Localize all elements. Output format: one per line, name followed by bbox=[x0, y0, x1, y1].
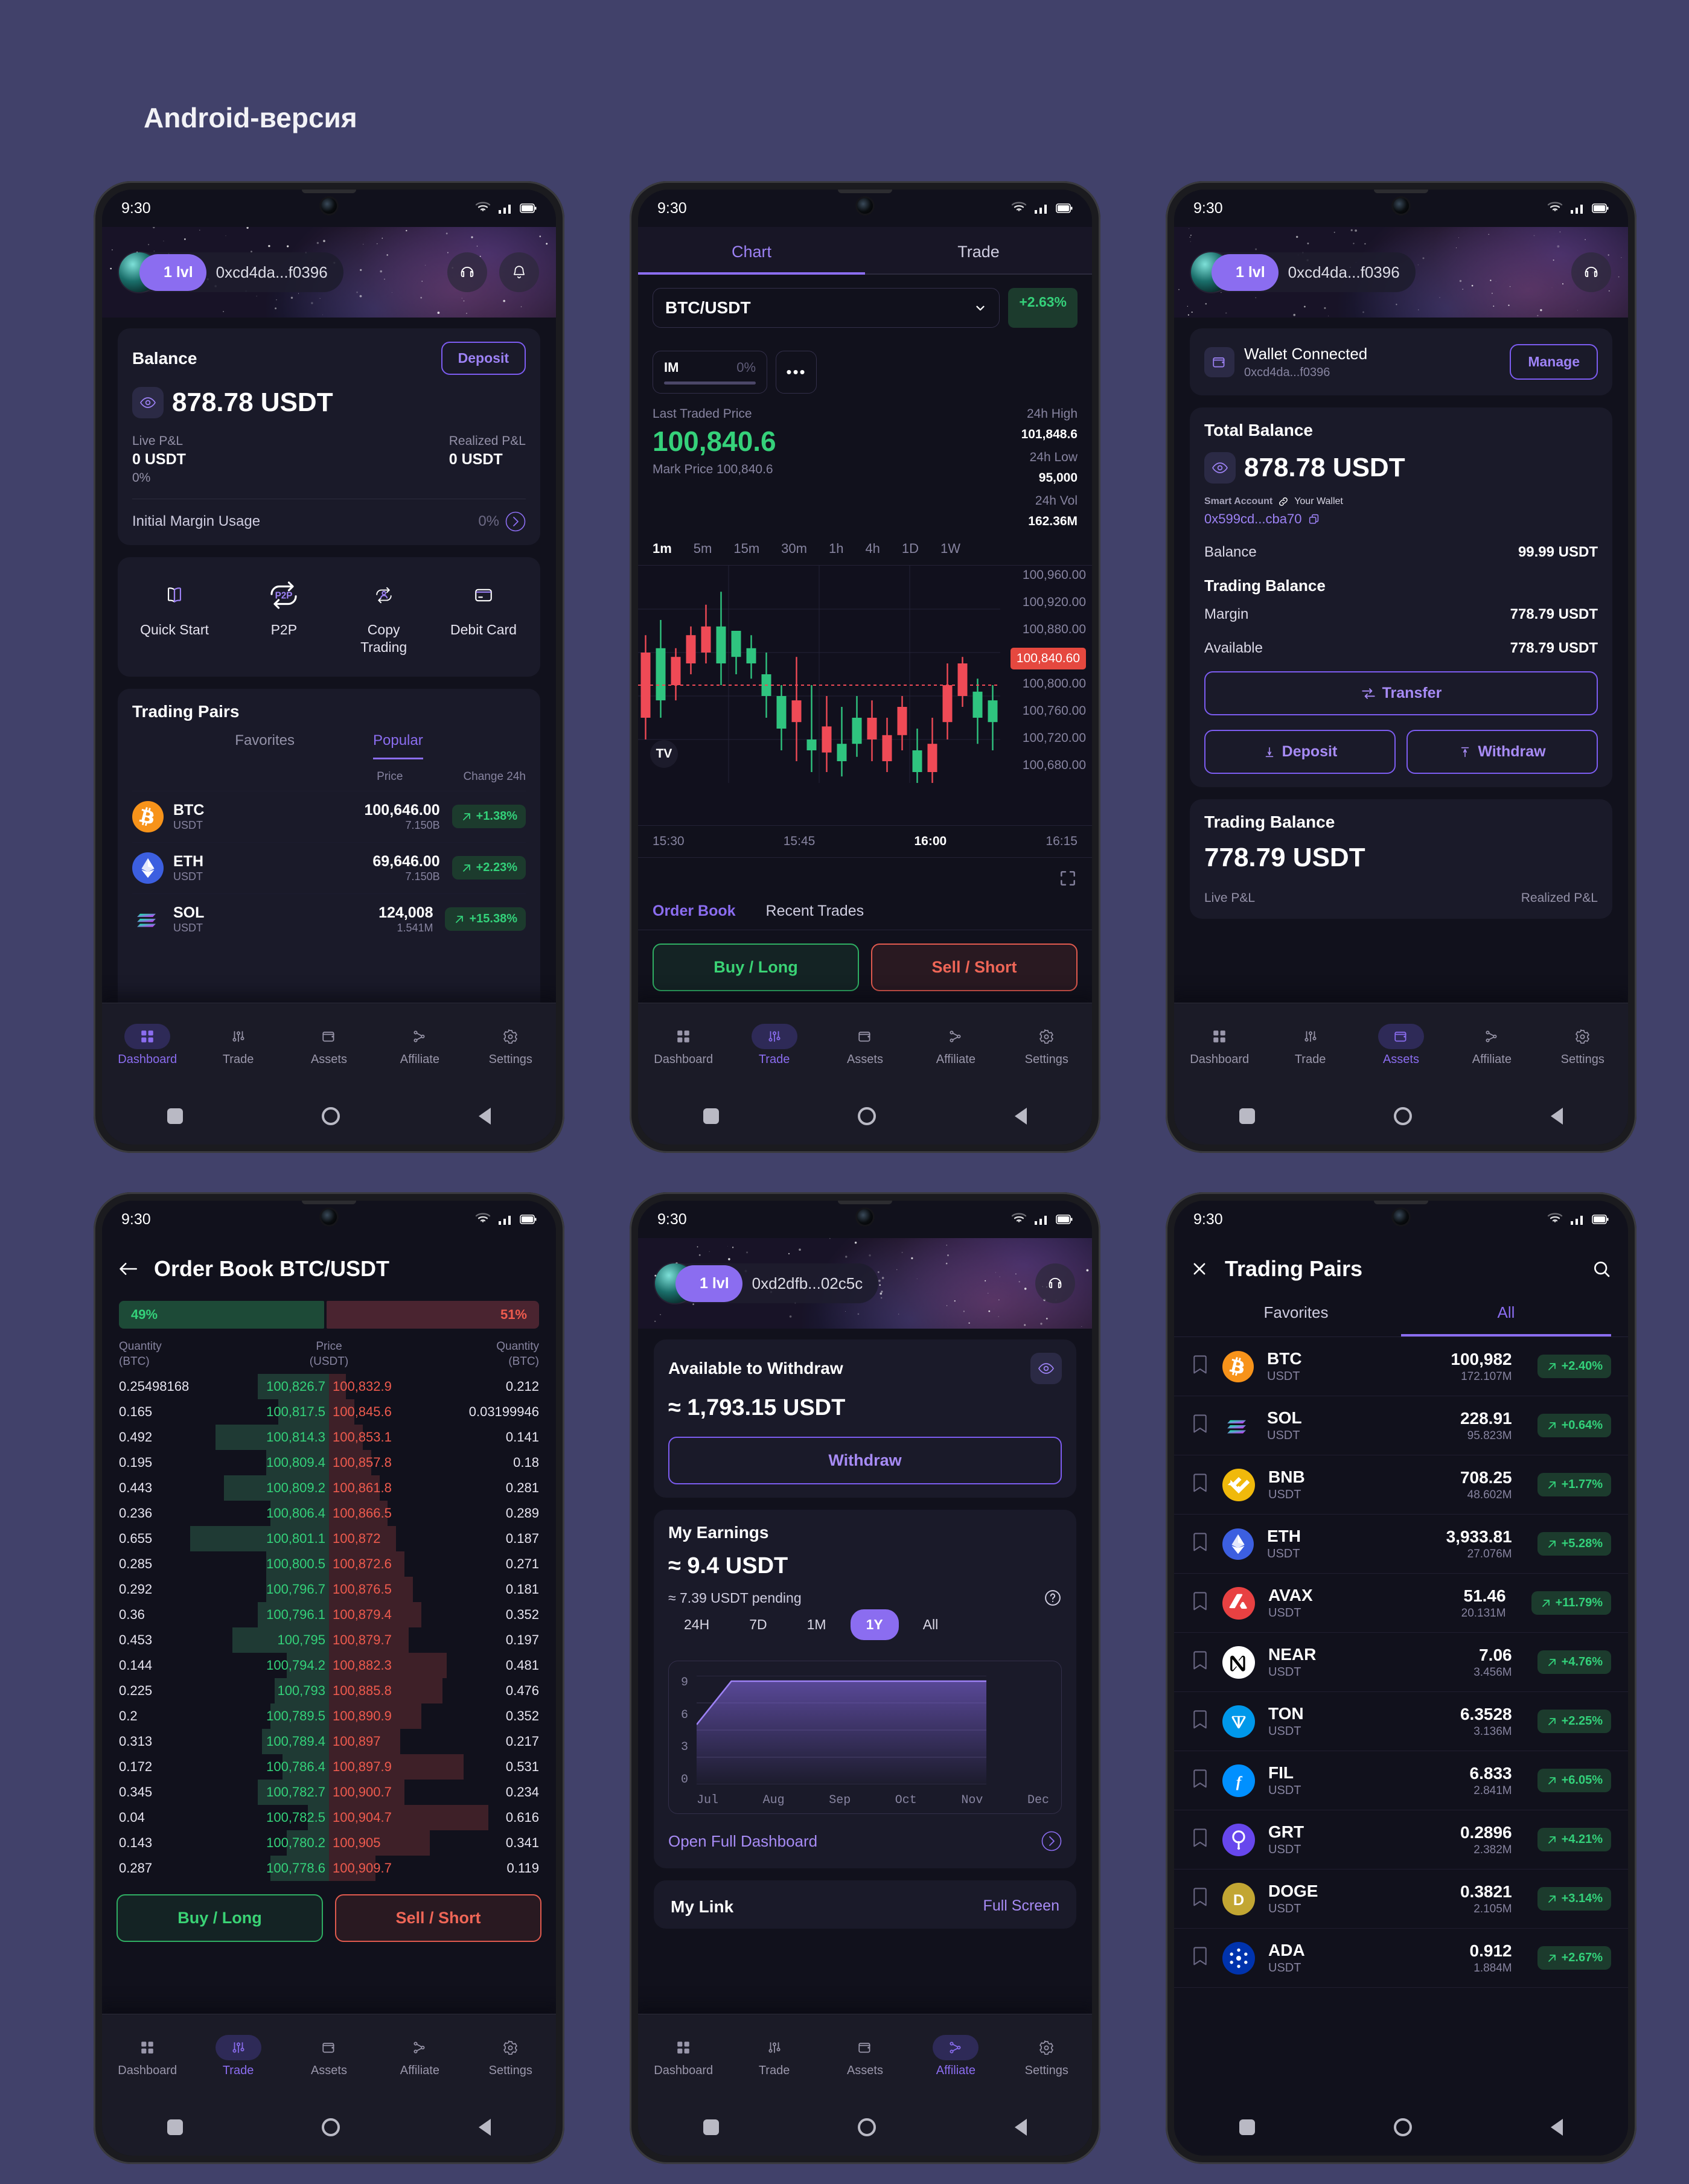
svg-text:D: D bbox=[1233, 1892, 1244, 1909]
svg-text:P2P: P2P bbox=[275, 591, 293, 601]
